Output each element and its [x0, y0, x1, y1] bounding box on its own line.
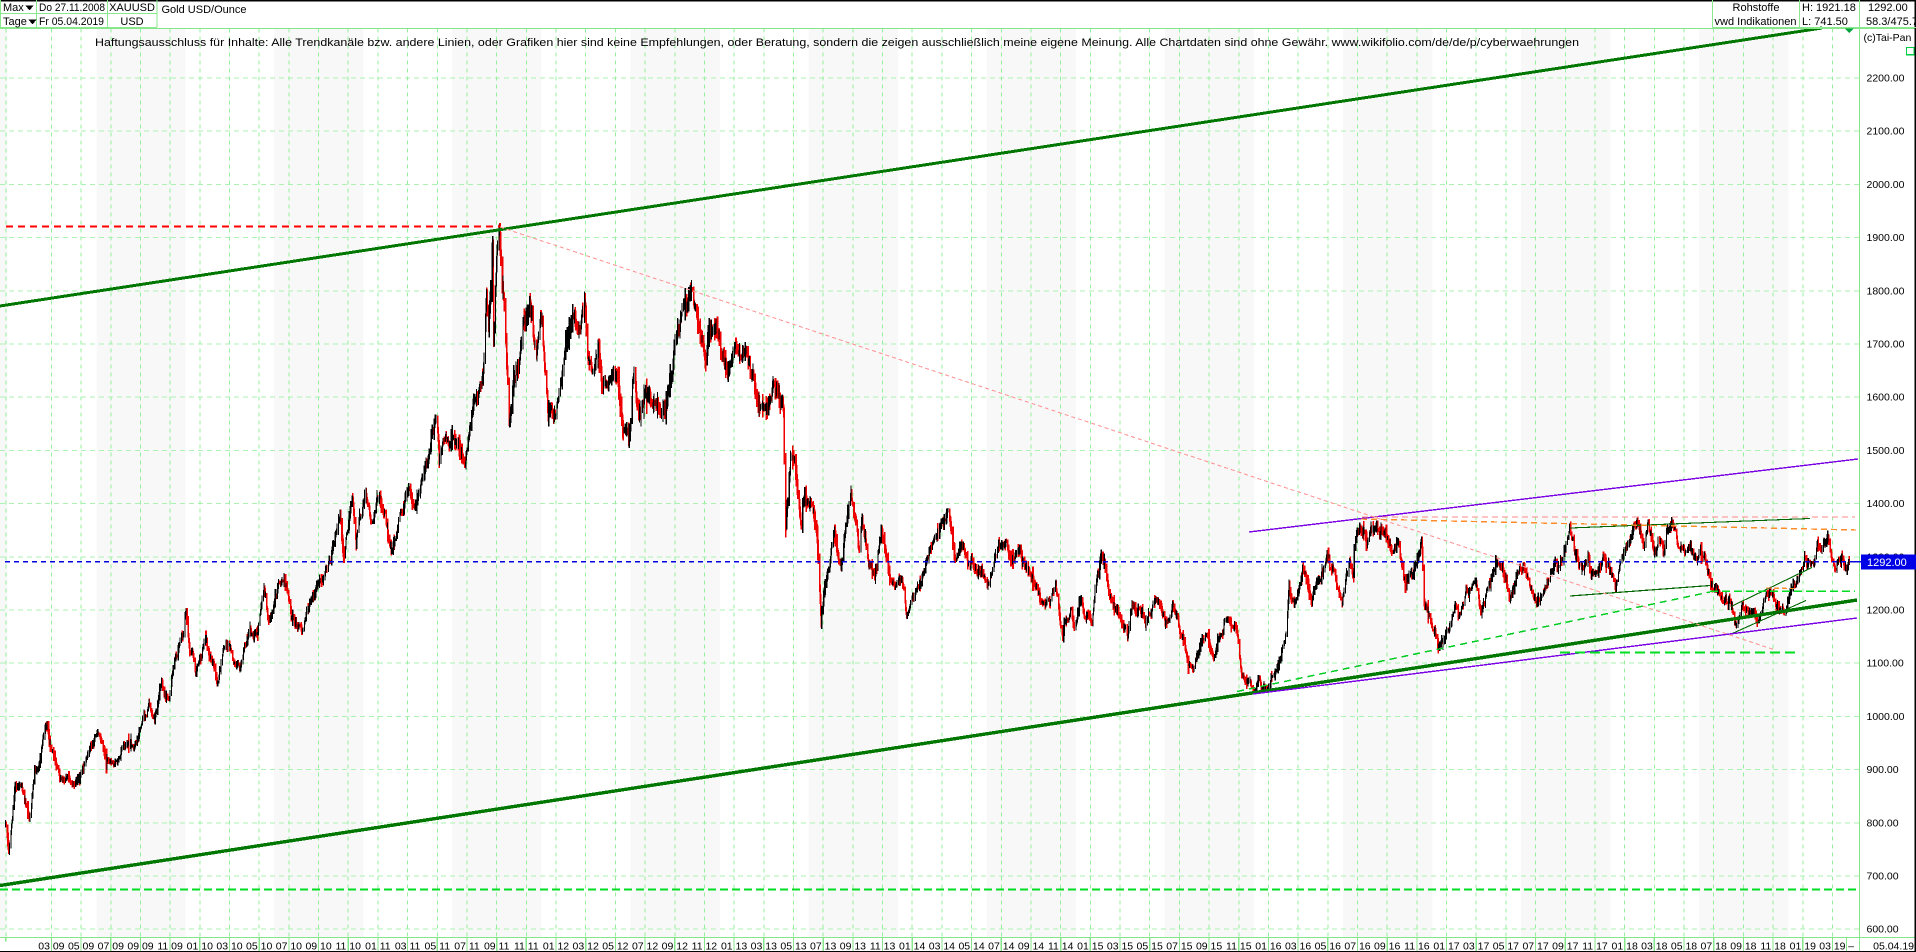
svg-text:01 13: 01 13: [721, 941, 747, 952]
svg-text:(c)Tai-Pan: (c)Tai-Pan: [1864, 32, 1912, 44]
svg-text:700.00: 700.00: [1867, 871, 1899, 883]
svg-text:1600.00: 1600.00: [1867, 392, 1905, 404]
svg-text:03 12: 03 12: [573, 941, 599, 952]
svg-text:Haftungsausschluss für Inhalte: Haftungsausschluss für Inhalte: Alle Tre…: [95, 37, 1579, 49]
svg-text:01 10: 01 10: [187, 941, 213, 952]
svg-text:03 17: 03 17: [1463, 941, 1489, 952]
svg-text:11 09: 11 09: [157, 941, 183, 952]
svg-text:1292.00: 1292.00: [1867, 557, 1907, 569]
svg-text:01 16: 01 16: [1255, 941, 1281, 952]
svg-text:07 17: 07 17: [1522, 941, 1548, 952]
svg-text:03 19: 03 19: [1819, 941, 1845, 952]
svg-text:01 18: 01 18: [1612, 941, 1638, 952]
svg-text:09 15: 09 15: [1196, 941, 1222, 952]
svg-text:09 18: 09 18: [1730, 941, 1756, 952]
svg-text:1800.00: 1800.00: [1867, 285, 1905, 297]
svg-text:Rohstoffe: Rohstoffe: [1733, 2, 1780, 14]
svg-text:03 10: 03 10: [216, 941, 242, 952]
svg-text:H: 1921.18: H: 1921.18: [1802, 2, 1856, 14]
svg-text:05 15: 05 15: [1137, 941, 1163, 952]
svg-text:09 13: 09 13: [840, 941, 866, 952]
svg-text:Tage: Tage: [3, 16, 27, 28]
svg-text:07 12: 07 12: [632, 941, 658, 952]
svg-text:07 14: 07 14: [988, 941, 1014, 952]
svg-text:L: 741.50: L: 741.50: [1802, 16, 1848, 28]
svg-text:05 14: 05 14: [958, 941, 984, 952]
svg-text:1400.00: 1400.00: [1867, 498, 1905, 510]
svg-text:09 09: 09 09: [127, 941, 153, 952]
svg-text:1700.00: 1700.00: [1867, 339, 1905, 351]
svg-text:01 12: 01 12: [543, 941, 569, 952]
svg-text:vwd Indikationen: vwd Indikationen: [1715, 16, 1797, 28]
svg-text:05 17: 05 17: [1493, 941, 1519, 952]
svg-text:09 14: 09 14: [1018, 941, 1044, 952]
svg-text:11 10: 11 10: [335, 941, 361, 952]
svg-text:05.04.19: 05.04.19: [1873, 941, 1914, 952]
svg-text:03 13: 03 13: [751, 941, 777, 952]
svg-text:600.00: 600.00: [1867, 924, 1899, 936]
svg-text:Do 27.11.2008: Do 27.11.2008: [39, 2, 105, 14]
svg-text:03 16: 03 16: [1285, 941, 1311, 952]
svg-text:07 13: 07 13: [810, 941, 836, 952]
svg-text:05 11: 05 11: [425, 941, 451, 952]
svg-text:03 14: 03 14: [929, 941, 955, 952]
svg-text:1100.00: 1100.00: [1867, 658, 1904, 670]
svg-text:07 09: 07 09: [98, 941, 124, 952]
svg-text:USD: USD: [120, 16, 143, 28]
svg-text:11 17: 11 17: [1582, 941, 1608, 952]
svg-text:07 16: 07 16: [1344, 941, 1370, 952]
svg-text:09 10: 09 10: [305, 941, 331, 952]
svg-text:–: –: [1848, 941, 1854, 952]
svg-text:05 12: 05 12: [602, 941, 628, 952]
svg-text:1200.00: 1200.00: [1867, 605, 1905, 617]
svg-text:900.00: 900.00: [1867, 764, 1899, 776]
svg-text:05 16: 05 16: [1315, 941, 1341, 952]
svg-text:01 19: 01 19: [1790, 941, 1816, 952]
svg-text:11 16: 11 16: [1404, 941, 1430, 952]
svg-text:03 15: 03 15: [1107, 941, 1133, 952]
svg-text:11 13: 11 13: [870, 941, 896, 952]
svg-text:07 11: 07 11: [454, 941, 480, 952]
svg-text:01 14: 01 14: [899, 941, 925, 952]
svg-text:Fr 05.04.2019: Fr 05.04.2019: [39, 16, 104, 28]
svg-text:09 16: 09 16: [1374, 941, 1400, 952]
svg-text:11 15: 11 15: [1226, 941, 1252, 952]
svg-text:11 12: 11 12: [692, 941, 718, 952]
svg-text:09 17: 09 17: [1552, 941, 1578, 952]
svg-text:Max: Max: [3, 2, 24, 14]
svg-text:09 11: 09 11: [484, 941, 510, 952]
svg-text:11 18: 11 18: [1760, 941, 1786, 952]
svg-text:05 13: 05 13: [780, 941, 806, 952]
svg-text:07 10: 07 10: [276, 941, 302, 952]
svg-text:800.00: 800.00: [1867, 817, 1899, 829]
svg-text:1500.00: 1500.00: [1867, 445, 1905, 457]
svg-text:07 15: 07 15: [1166, 941, 1192, 952]
svg-text:01 17: 01 17: [1433, 941, 1459, 952]
svg-text:05 10: 05 10: [246, 941, 272, 952]
svg-text:1292.00: 1292.00: [1868, 2, 1908, 14]
svg-text:01 15: 01 15: [1077, 941, 1103, 952]
svg-text:03 11: 03 11: [395, 941, 421, 952]
svg-text:Gold USD/Ounce: Gold USD/Ounce: [162, 4, 247, 16]
svg-text:05 18: 05 18: [1671, 941, 1697, 952]
svg-text:2000.00: 2000.00: [1867, 179, 1905, 191]
svg-text:1000.00: 1000.00: [1867, 711, 1905, 723]
svg-text:1900.00: 1900.00: [1867, 232, 1905, 244]
svg-text:05 09: 05 09: [68, 941, 94, 952]
svg-text:09 12: 09 12: [662, 941, 688, 952]
svg-text:11 14: 11 14: [1048, 941, 1074, 952]
svg-text:2100.00: 2100.00: [1867, 126, 1905, 138]
svg-text:03 18: 03 18: [1641, 941, 1667, 952]
svg-text:01 11: 01 11: [365, 941, 391, 952]
svg-text:07 18: 07 18: [1701, 941, 1727, 952]
svg-text:2200.00: 2200.00: [1867, 73, 1905, 85]
svg-text:58.3/475.7: 58.3/475.7: [1866, 16, 1916, 28]
svg-text:03 09: 03 09: [38, 941, 64, 952]
svg-text:11 11: 11 11: [514, 941, 539, 952]
svg-text:XAUUSD: XAUUSD: [109, 2, 155, 14]
